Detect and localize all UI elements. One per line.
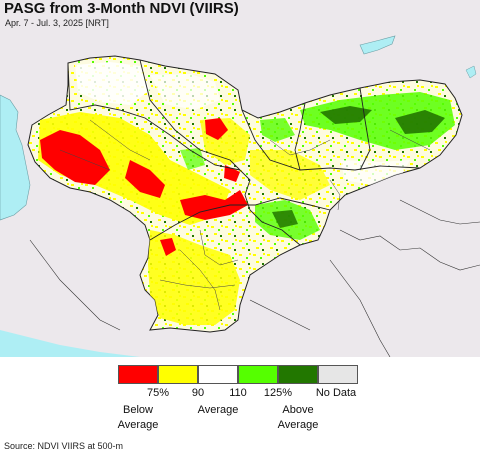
- legend-swatch-below-75: [118, 365, 158, 384]
- legend-tick-75: 75%: [146, 387, 170, 399]
- legend-tick-125: 125%: [263, 387, 293, 399]
- northern-lake: [359, 35, 396, 55]
- country-borders: [67, 59, 421, 246]
- map-subtitle: Apr. 7 - Jul. 3, 2025 [NRT]: [5, 18, 109, 28]
- legend-below-average: Below Average: [118, 403, 159, 433]
- province-borders: [59, 119, 431, 311]
- legend-above-line1: Above: [282, 404, 314, 416]
- legend-swatch-no-data: [318, 365, 358, 384]
- ndvi-anomaly-patches: [38, 62, 455, 325]
- legend-above-line2: Average: [277, 419, 319, 431]
- map-title: PASG from 3-Month NDVI (VIIRS): [4, 0, 239, 17]
- legend-tick-110: 110: [229, 387, 247, 399]
- legend-swatch-90-110: [198, 365, 238, 384]
- legend-tick-no-data: No Data: [315, 387, 357, 399]
- legend-below-line1: Below: [123, 404, 153, 416]
- legend-swatch-110-125: [238, 365, 278, 384]
- outer-borders: [29, 199, 480, 357]
- arabian-sea: [0, 330, 140, 357]
- caspian-sea: [0, 94, 31, 221]
- legend-average: Average: [198, 403, 239, 418]
- legend-swatch-75-90: [158, 365, 198, 384]
- source-note: Source: NDVI VIIRS at 500-m: [4, 441, 124, 451]
- legend-below-line2: Average: [117, 419, 159, 431]
- legend-tick-90: 90: [191, 387, 205, 399]
- legend-above-average: Above Average: [278, 403, 319, 433]
- legend-average-label: Average: [197, 404, 239, 416]
- map: [0, 0, 480, 357]
- lake-small: [465, 65, 477, 79]
- legend-swatch-above-125: [278, 365, 318, 384]
